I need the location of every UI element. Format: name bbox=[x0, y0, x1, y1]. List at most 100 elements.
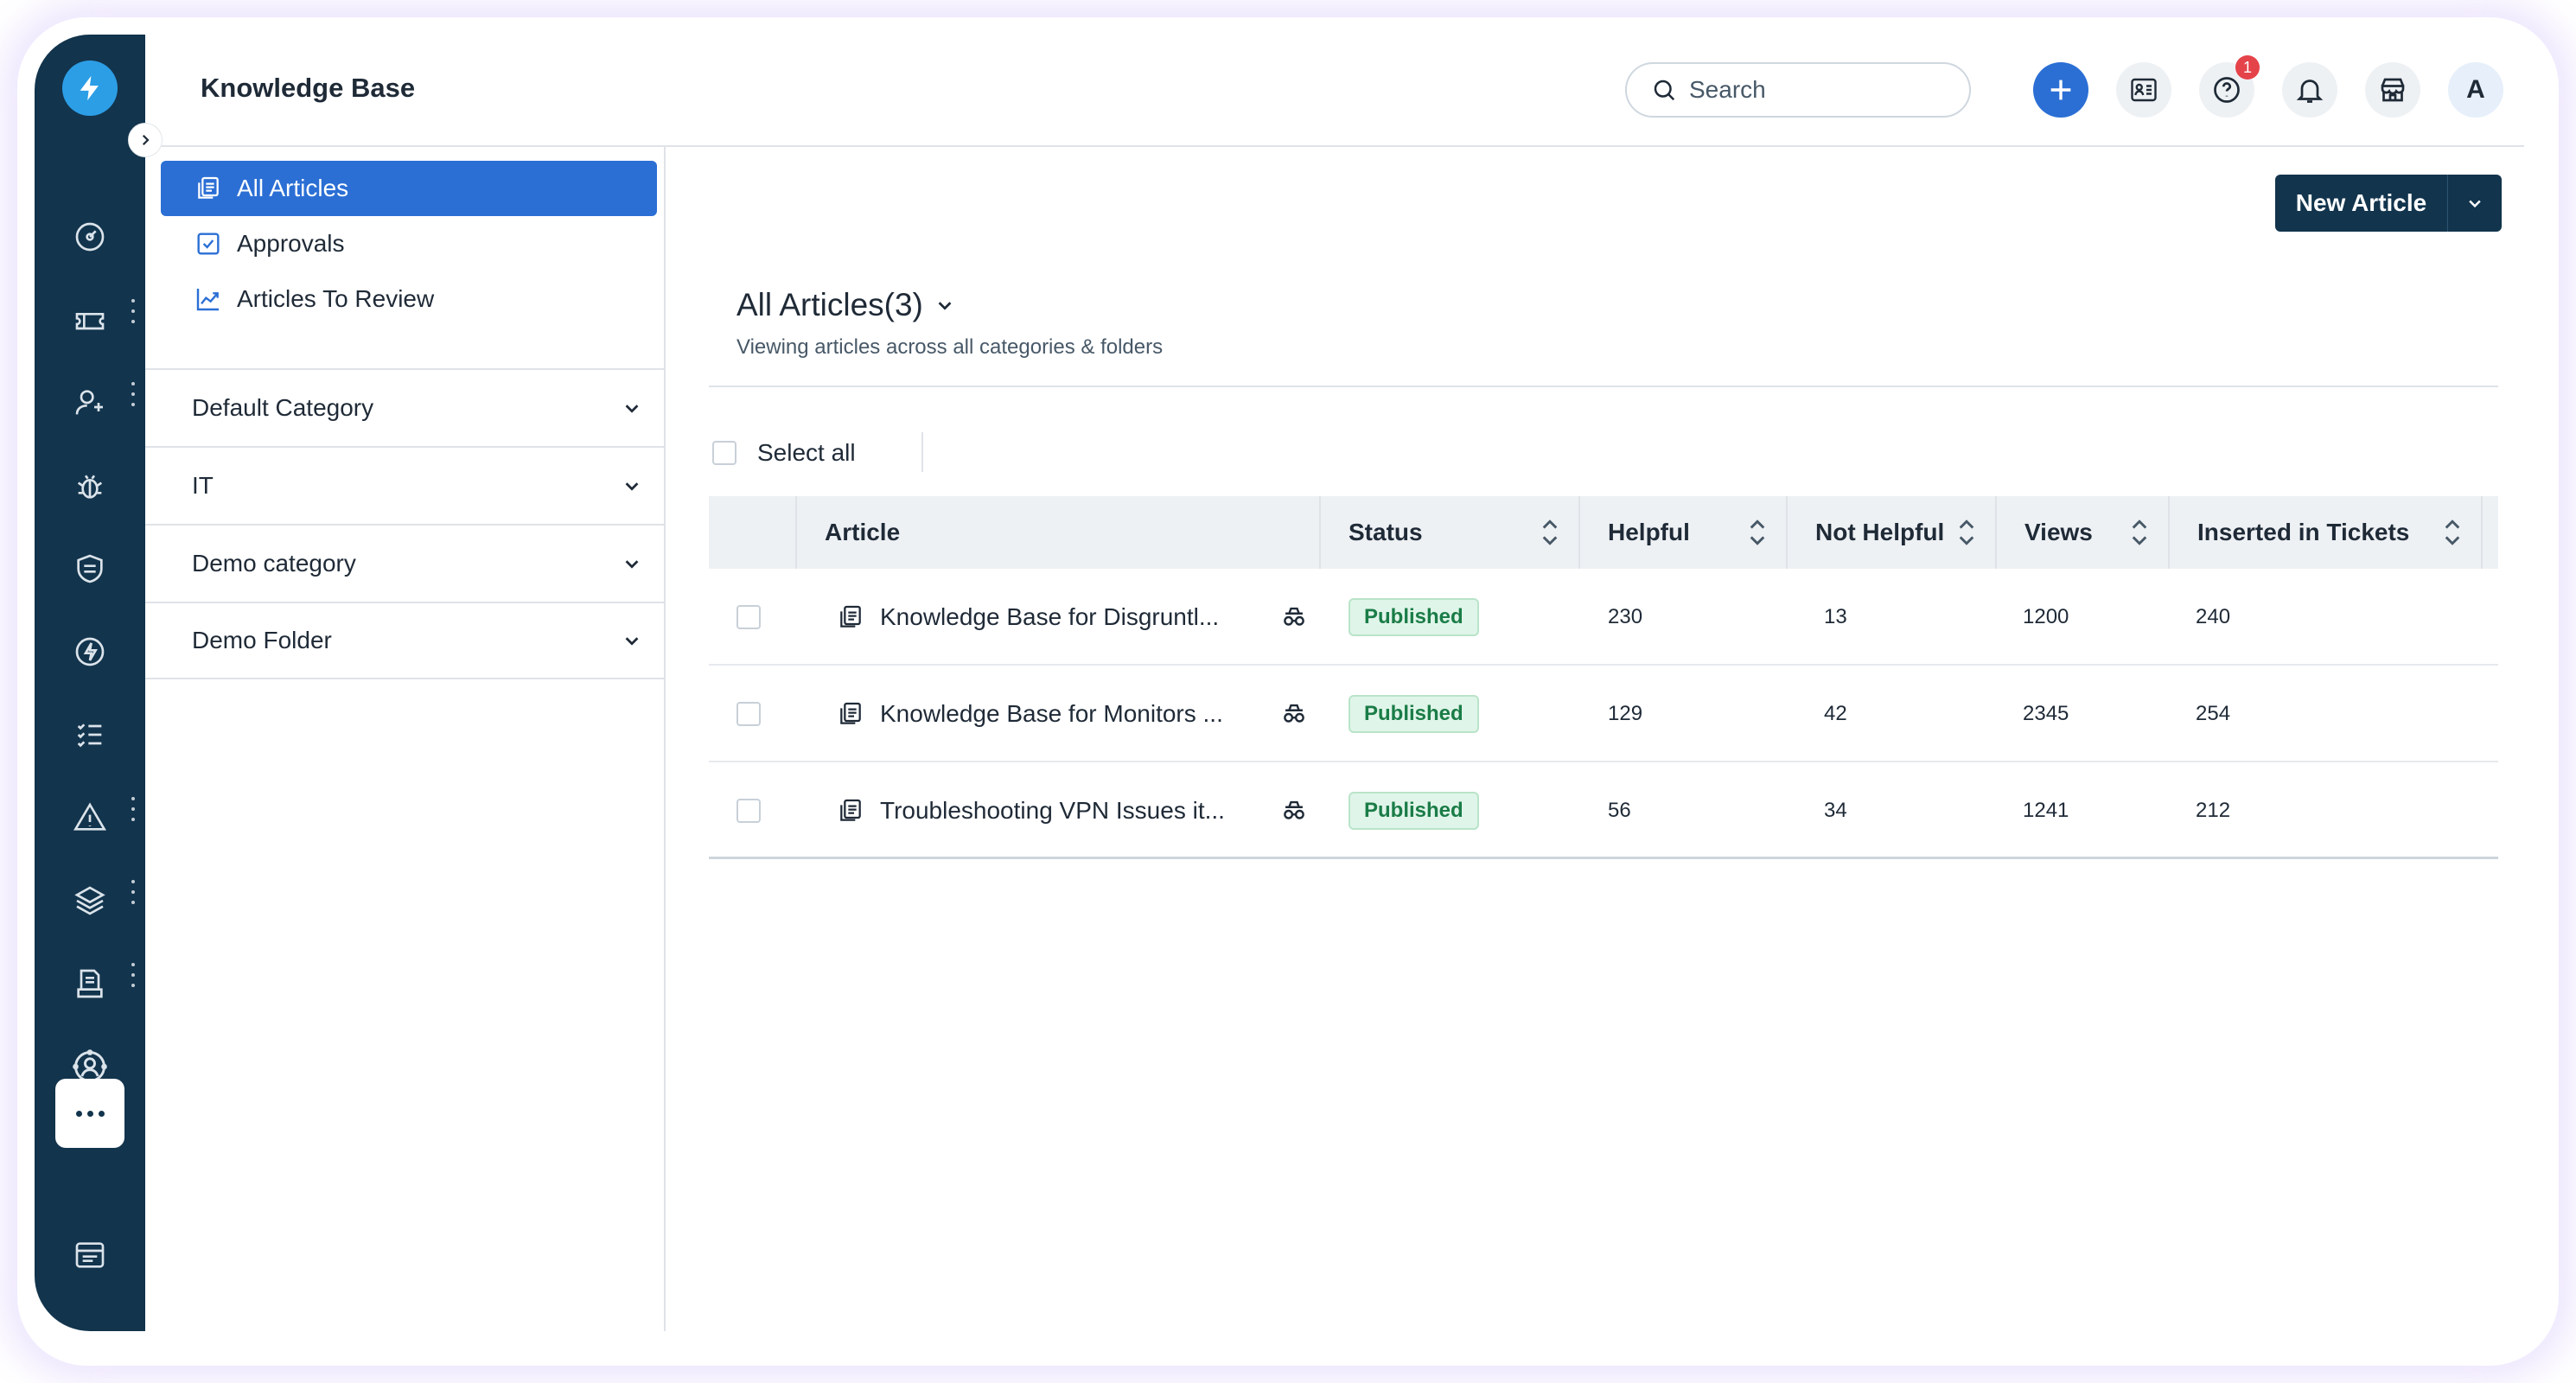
layers-menu-dots[interactable] bbox=[130, 880, 137, 904]
report-icon[interactable] bbox=[69, 963, 111, 1004]
left-rail bbox=[35, 35, 145, 1331]
status-cell: Published bbox=[1349, 762, 1479, 859]
column-label: Not Helpful bbox=[1815, 519, 1945, 545]
view-title: All Articles(3) bbox=[736, 287, 923, 322]
trend-icon bbox=[194, 284, 223, 314]
ticket-menu-dots[interactable] bbox=[130, 299, 137, 323]
chevron-down-icon bbox=[625, 637, 639, 646]
not-helpful-cell: 34 bbox=[1824, 799, 1847, 822]
article-doc-icon bbox=[837, 700, 864, 728]
column-views[interactable]: Views bbox=[1995, 496, 2168, 569]
column-label: Status bbox=[1349, 519, 1423, 545]
category-it[interactable]: IT bbox=[145, 446, 664, 524]
sidebar-item-all-articles[interactable]: All Articles bbox=[161, 161, 657, 216]
column-status[interactable]: Status bbox=[1319, 496, 1578, 569]
status-badge: Published bbox=[1349, 695, 1479, 733]
article-title[interactable]: Knowledge Base for Disgruntl... bbox=[880, 603, 1220, 630]
table-row[interactable]: Troubleshooting VPN Issues it... Publish… bbox=[709, 762, 2498, 859]
panel-icon[interactable] bbox=[69, 1234, 111, 1276]
category-default[interactable]: Default Category bbox=[145, 368, 664, 446]
row-checkbox[interactable] bbox=[736, 605, 761, 629]
select-all-label: Select all bbox=[757, 439, 856, 466]
new-article-button[interactable]: New Article bbox=[2275, 175, 2502, 232]
ticket-icon[interactable] bbox=[69, 299, 111, 341]
layers-icon[interactable] bbox=[69, 880, 111, 921]
sort-icon[interactable] bbox=[1748, 515, 1767, 550]
warning-menu-dots[interactable] bbox=[130, 797, 137, 821]
row-checkbox[interactable] bbox=[736, 799, 761, 823]
article-cell[interactable]: Knowledge Base for Monitors ... bbox=[837, 666, 1309, 762]
shield-icon[interactable] bbox=[69, 548, 111, 590]
article-cell[interactable]: Knowledge Base for Disgruntl... bbox=[837, 569, 1309, 666]
table-row[interactable]: Knowledge Base for Disgruntl... Publishe… bbox=[709, 569, 2498, 666]
checkbox-icon bbox=[194, 229, 223, 258]
report-menu-dots[interactable] bbox=[130, 963, 137, 987]
column-inserted-in-tickets[interactable]: Inserted in Tickets bbox=[2168, 496, 2481, 569]
add-button[interactable] bbox=[2033, 62, 2088, 118]
category-demo-folder[interactable]: Demo Folder bbox=[145, 602, 664, 679]
spy-icon[interactable] bbox=[1279, 699, 1309, 729]
sidebar-item-articles-to-review[interactable]: Articles To Review bbox=[161, 271, 657, 327]
help-button[interactable]: 1 bbox=[2199, 55, 2260, 118]
sort-icon[interactable] bbox=[2443, 515, 2462, 550]
inserted-cell: 254 bbox=[2196, 702, 2231, 725]
bell-icon[interactable] bbox=[2282, 62, 2337, 118]
column-label: Inserted in Tickets bbox=[2197, 519, 2410, 545]
views-cell: 1200 bbox=[2023, 605, 2069, 628]
view-selector[interactable]: All Articles(3) bbox=[736, 287, 954, 323]
status-cell: Published bbox=[1349, 569, 1479, 666]
search-icon bbox=[1651, 77, 1677, 103]
chevron-down-icon[interactable] bbox=[2448, 175, 2502, 232]
spy-icon[interactable] bbox=[1279, 796, 1309, 825]
store-icon[interactable] bbox=[2365, 62, 2420, 118]
avatar[interactable]: A bbox=[2448, 62, 2503, 118]
sort-icon[interactable] bbox=[2130, 515, 2149, 550]
toolbar-separator bbox=[921, 432, 923, 472]
sort-icon[interactable] bbox=[1957, 515, 1976, 550]
column-not-helpful[interactable]: Not Helpful bbox=[1786, 496, 1995, 569]
search-placeholder: Search bbox=[1689, 76, 1766, 103]
divider bbox=[709, 386, 2498, 387]
bolt-icon[interactable] bbox=[69, 631, 111, 672]
search-input[interactable]: Search bbox=[1625, 62, 1971, 118]
bug-icon[interactable] bbox=[69, 465, 111, 507]
more-icon[interactable] bbox=[55, 1079, 124, 1148]
select-all-checkbox[interactable] bbox=[712, 441, 736, 465]
contacts-menu-dots[interactable] bbox=[130, 382, 137, 406]
article-cell[interactable]: Troubleshooting VPN Issues it... bbox=[837, 762, 1309, 859]
column-article[interactable]: Article bbox=[795, 496, 1319, 569]
contact-card-icon[interactable] bbox=[2116, 62, 2171, 118]
expand-sidebar-chevron-icon[interactable] bbox=[128, 123, 163, 157]
article-title[interactable]: Knowledge Base for Monitors ... bbox=[880, 700, 1223, 727]
column-helpful[interactable]: Helpful bbox=[1578, 496, 1786, 569]
table-header: Article Status Helpful Not Helpful Views bbox=[709, 496, 2498, 569]
articles-icon bbox=[194, 174, 223, 203]
column-label: Helpful bbox=[1608, 519, 1690, 545]
row-checkbox[interactable] bbox=[736, 702, 761, 726]
category-demo[interactable]: Demo category bbox=[145, 524, 664, 602]
sort-icon[interactable] bbox=[1540, 515, 1559, 550]
top-header: Knowledge Base Search 1 A bbox=[145, 35, 2524, 147]
column-label: Views bbox=[2024, 519, 2093, 545]
category-label: Demo Folder bbox=[192, 627, 332, 653]
logo-bolt-icon[interactable] bbox=[62, 61, 118, 116]
spy-icon[interactable] bbox=[1279, 602, 1309, 632]
sidebar-item-approvals[interactable]: Approvals bbox=[161, 216, 657, 271]
select-all[interactable]: Select all bbox=[712, 439, 856, 467]
helpful-cell: 129 bbox=[1608, 702, 1643, 725]
article-title[interactable]: Troubleshooting VPN Issues it... bbox=[880, 797, 1225, 824]
row-checkbox-cell bbox=[736, 762, 761, 859]
sidebar-item-label: All Articles bbox=[237, 175, 349, 201]
helpful-cell: 230 bbox=[1608, 605, 1643, 628]
help-icon bbox=[2214, 77, 2240, 103]
status-cell: Published bbox=[1349, 666, 1479, 762]
category-sidebar: All Articles Approvals Articles To Revie… bbox=[145, 147, 666, 1331]
dashboard-icon[interactable] bbox=[69, 216, 111, 258]
checklist-icon[interactable] bbox=[69, 714, 111, 755]
new-article-label[interactable]: New Article bbox=[2275, 175, 2448, 232]
contacts-icon[interactable] bbox=[69, 382, 111, 424]
warning-icon[interactable] bbox=[69, 797, 111, 838]
app-window: Knowledge Base Search 1 A bbox=[35, 35, 2524, 1331]
row-checkbox-cell bbox=[736, 666, 761, 762]
table-row[interactable]: Knowledge Base for Monitors ... Publishe… bbox=[709, 666, 2498, 762]
